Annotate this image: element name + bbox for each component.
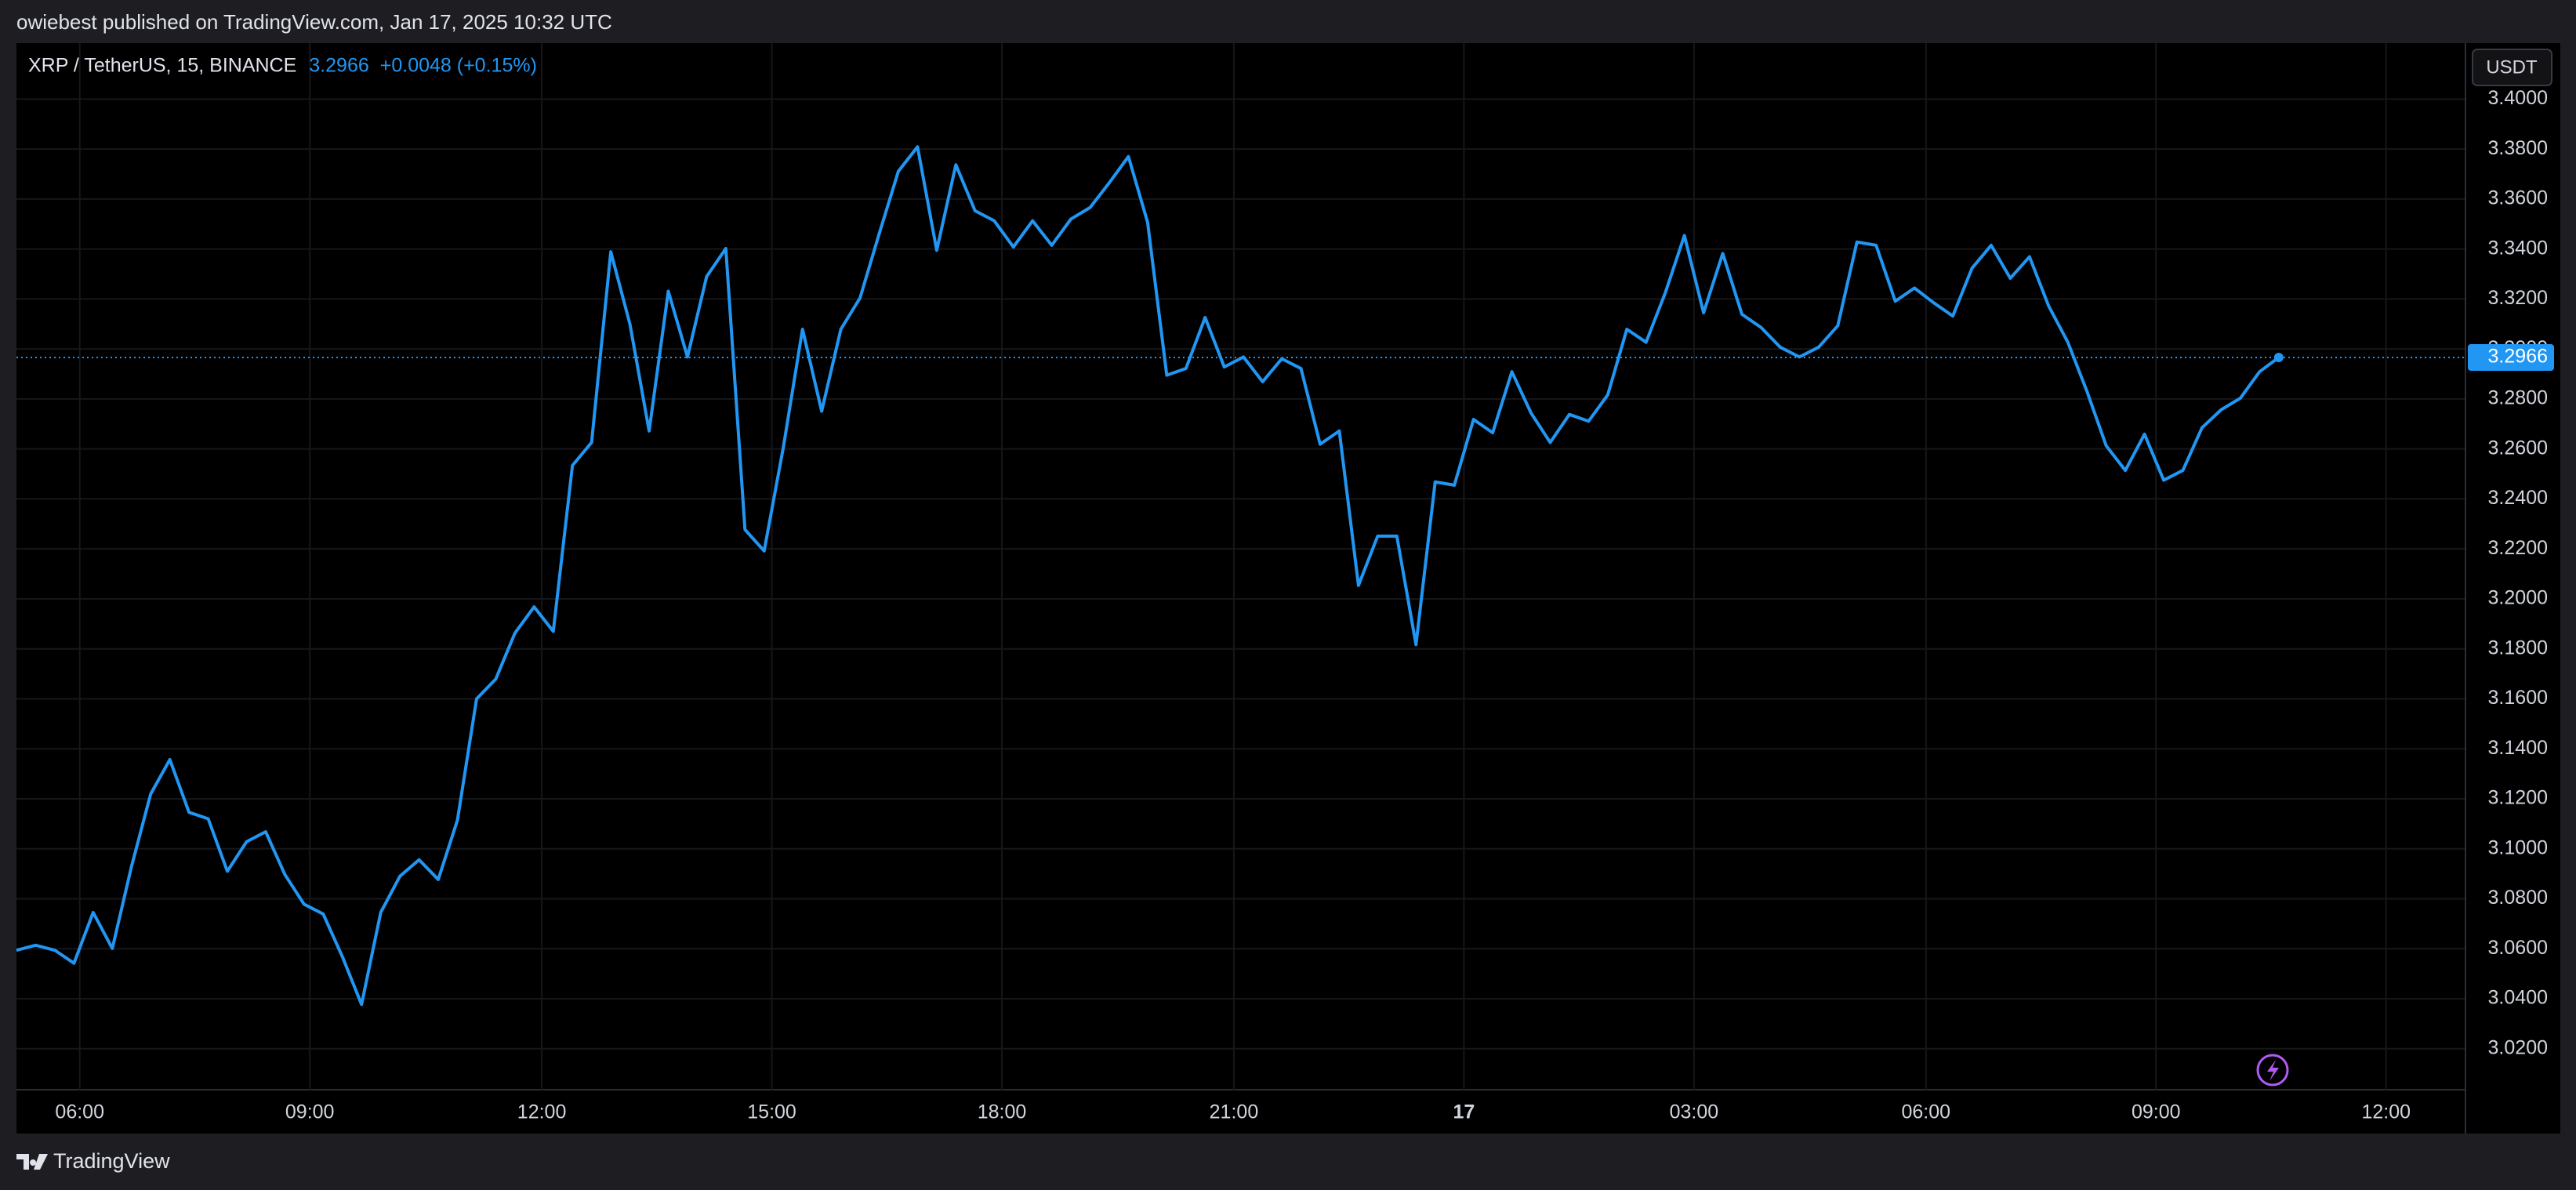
price-change: +0.0048 (+0.15%) bbox=[380, 55, 537, 77]
x-tick-label: 12:00 bbox=[2361, 1101, 2411, 1123]
last-price: 3.2966 bbox=[309, 55, 368, 77]
y-tick-label: 3.0800 bbox=[2488, 887, 2548, 909]
y-tick-label: 3.2400 bbox=[2488, 487, 2548, 509]
x-tick-label: 03:00 bbox=[1670, 1101, 1719, 1123]
x-tick-label: 06:00 bbox=[1902, 1101, 1951, 1123]
currency-button[interactable] bbox=[2472, 49, 2552, 86]
logo-mark bbox=[16, 1154, 48, 1170]
x-tick-label: 15:00 bbox=[747, 1101, 796, 1123]
y-tick-label: 3.2000 bbox=[2488, 587, 2548, 609]
x-tick-label: 21:00 bbox=[1210, 1101, 1259, 1123]
lightning-circle[interactable] bbox=[2256, 1054, 2289, 1087]
x-tick-label: 09:00 bbox=[2132, 1101, 2181, 1123]
y-tick-label: 3.3600 bbox=[2488, 187, 2548, 209]
x-tick-label: 12:00 bbox=[517, 1101, 567, 1123]
y-tick-label: 3.1000 bbox=[2488, 836, 2548, 858]
y-tick-label: 3.0600 bbox=[2488, 937, 2548, 959]
currency-label[interactable]: USDT bbox=[2486, 56, 2538, 78]
x-tick-label: 17 bbox=[1453, 1101, 1475, 1123]
footer-brand: TradingView bbox=[53, 1149, 170, 1173]
y-tick-label: 3.2200 bbox=[2488, 537, 2548, 559]
y-tick-label: 3.4000 bbox=[2488, 87, 2548, 109]
y-tick-label: 3.1800 bbox=[2488, 637, 2548, 658]
y-tick-label: 3.1400 bbox=[2488, 737, 2548, 759]
y-tick-label: 3.3800 bbox=[2488, 137, 2548, 159]
y-tick-label: 3.0400 bbox=[2488, 987, 2548, 1009]
y-tick-label: 3.2600 bbox=[2488, 437, 2548, 459]
y-tick-label: 3.0200 bbox=[2488, 1036, 2548, 1058]
last-price-badge-label: 3.2966 bbox=[2488, 346, 2548, 368]
x-tick-label: 18:00 bbox=[978, 1101, 1027, 1123]
lightning-bolt[interactable] bbox=[2267, 1060, 2279, 1081]
chart-panel bbox=[16, 43, 2560, 1134]
y-tick-label: 3.1600 bbox=[2488, 687, 2548, 709]
last-price-badge bbox=[2468, 344, 2554, 372]
published-note: owiebest published on TradingView.com, J… bbox=[16, 10, 612, 34]
grid bbox=[16, 43, 2465, 1090]
last-point bbox=[2273, 353, 2284, 363]
y-tick-label: 3.3400 bbox=[2488, 237, 2548, 259]
footer-logo bbox=[16, 1154, 48, 1170]
price-line bbox=[16, 145, 2280, 1007]
x-tick-label: 06:00 bbox=[55, 1101, 104, 1123]
y-tick-label: 3.2800 bbox=[2488, 387, 2548, 409]
lightning-icon[interactable] bbox=[2256, 1054, 2289, 1087]
x-tick-label: 09:00 bbox=[285, 1101, 335, 1123]
plot bbox=[16, 145, 2465, 1007]
symbol: XRP / TetherUS, 15, BINANCE bbox=[28, 55, 296, 77]
y-tick-label: 3.1200 bbox=[2488, 787, 2548, 809]
y-tick-label: 3.3200 bbox=[2488, 287, 2548, 309]
